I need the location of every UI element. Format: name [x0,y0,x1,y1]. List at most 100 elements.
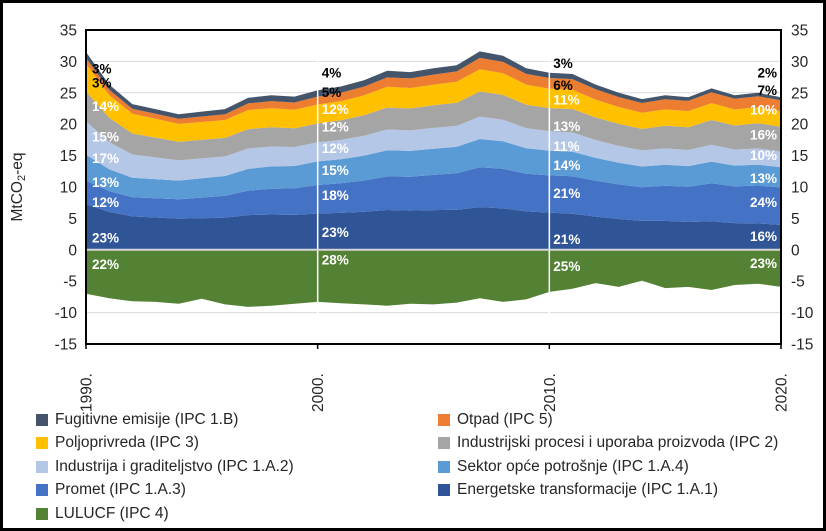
pct-label: 12% [92,195,119,210]
pct-label: 3% [92,76,112,91]
y-axis-title: MtCO2-eq [9,153,28,222]
area-industrija-i-graditeljstvo [86,116,781,181]
pct-label: 15% [92,130,119,145]
y-tick-label-right: 35 [791,23,808,40]
y-tick-label-right: -15 [791,337,813,354]
x-tick-label: 2020. [774,373,791,412]
legend-item-industrija-i-graditeljstvo: Industrija i graditeljstvo (IPC 1.A.2) [36,458,438,476]
x-tick-label: 1990. [79,373,96,412]
pct-label: 6% [553,78,573,93]
pct-label: 12% [322,120,349,135]
pct-label: 7% [757,83,777,98]
legend-swatch-poljoprivreda [36,437,48,450]
x-tick-label: 2010. [542,373,559,412]
y-tick-label-right: 10 [791,180,809,197]
legend-swatch-promet [36,484,48,497]
pct-label: 22% [92,257,119,272]
legend-item-industrijski-procesi: Industrijski procesi i uporaba proizvoda… [438,434,778,452]
pct-label: 16% [750,229,777,244]
legend-label: LULUCF (IPC 4) [55,504,169,522]
pct-label: 11% [553,139,579,154]
legend-swatch-fugitivne-emisije [36,413,48,426]
pct-label: 21% [553,186,580,201]
chart-legend: Fugitivne emisije (IPC 1.B) Otpad (IPC 5)… [36,408,778,526]
area-industrijski-procesi [86,91,781,161]
legend-item-fugitivne-emisije: Fugitivne emisije (IPC 1.B) [36,411,438,429]
area-otpad [86,57,781,124]
pct-label: 13% [750,171,777,186]
pct-label: 5% [322,85,342,100]
y-tick-label-right: 0 [791,242,800,259]
pct-label: 12% [322,141,349,156]
legend-label: Fugitivne emisije (IPC 1.B) [55,410,239,428]
area-fugitivne-emisije [86,51,781,119]
area-promet [86,167,781,225]
pct-label: 11% [553,93,579,108]
legend-label: Industrijski procesi i uporaba proizvoda… [457,434,779,452]
pct-label: 21% [553,232,580,247]
y-tick-label-left: -10 [55,305,78,322]
legend-label: Sektor opće potrošnje (IPC 1.A.4) [457,457,689,475]
pct-label: 14% [553,158,580,173]
y-tick-label-right: -10 [791,305,814,322]
legend-label: Otpad (IPC 5) [457,410,553,428]
pct-label: 28% [322,253,349,268]
y-tick-label-left: 10 [60,180,78,197]
pct-label: 13% [553,119,580,134]
legend-swatch-sektor-opce-potrosnje [438,460,450,473]
y-tick-label-left: -15 [55,337,77,354]
pct-label: 24% [750,195,777,210]
legend-item-otpad: Otpad (IPC 5) [438,411,778,429]
legend-item-promet: Promet (IPC 1.A.3) [36,481,438,499]
y-tick-label-left: 0 [68,242,77,259]
y-tick-label-left: 20 [60,117,78,134]
pct-label: 16% [750,128,777,143]
area-lulucf [86,249,781,307]
pct-label: 14% [92,99,119,114]
legend-label: Promet (IPC 1.A.3) [55,481,186,499]
y-tick-label-right: 25 [791,85,808,102]
area-sektor-opce-potrosnje [86,139,781,200]
legend-swatch-otpad [438,413,450,426]
legend-label: Energetske transformacije (IPC 1.A.1) [457,481,719,499]
pct-label: 17% [92,151,119,166]
pct-label: 12% [322,102,349,117]
pct-label: 10% [750,148,777,163]
legend-swatch-industrija-i-graditeljstvo [36,460,48,473]
y-tick-label-right: 20 [791,117,809,134]
pct-label: 23% [322,225,349,240]
y-tick-label-right: -5 [791,274,805,291]
pct-label: 4% [322,66,342,81]
pct-label: 15% [322,163,349,178]
pct-label: 10% [750,103,777,118]
legend-swatch-industrijski-procesi [438,437,450,450]
pct-label: 13% [92,175,119,190]
area-energetske-transformacije [86,204,781,250]
pct-label: 18% [322,188,349,203]
plot-border [85,29,782,345]
y-tick-label-left: 25 [60,85,77,102]
legend-item-lulucf: LULUCF (IPC 4) [36,505,438,523]
y-tick-label-left: 30 [60,54,78,71]
y-tick-label-right: 30 [791,54,809,71]
legend-item-sektor-opce-potrosnje: Sektor opće potrošnje (IPC 1.A.4) [438,458,778,476]
pct-label: 2% [757,66,777,81]
y-tick-label-left: 35 [60,23,77,40]
x-tick-label: 2000. [310,373,327,412]
legend-swatch-lulucf [36,507,48,520]
legend-label: Poljoprivreda (IPC 3) [55,434,199,452]
y-tick-label-right: 15 [791,148,808,165]
legend-item-energetske-transformacije: Energetske transformacije (IPC 1.A.1) [438,481,778,499]
pct-label: 23% [92,231,119,246]
pct-label: 3% [553,56,573,71]
legend-label: Industrija i graditeljstvo (IPC 1.A.2) [55,457,294,475]
y-tick-label-left: 5 [68,211,77,228]
pct-label: 25% [553,259,580,274]
pct-label: 3% [92,62,112,77]
area-poljoprivreda [86,63,781,142]
y-tick-label-left: -5 [63,274,77,291]
y-tick-label-right: 5 [791,211,800,228]
legend-item-poljoprivreda: Poljoprivreda (IPC 3) [36,434,438,452]
